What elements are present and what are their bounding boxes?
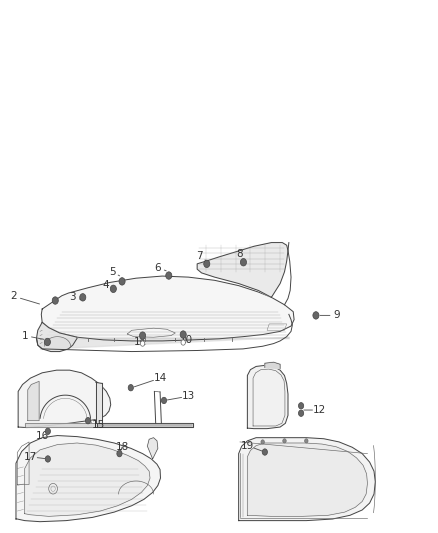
Circle shape (161, 397, 166, 403)
Circle shape (313, 312, 319, 319)
Circle shape (181, 340, 185, 345)
Circle shape (44, 338, 50, 346)
Circle shape (80, 294, 86, 301)
Text: 11: 11 (134, 337, 147, 347)
Text: 6: 6 (155, 263, 161, 272)
Text: 15: 15 (92, 420, 105, 430)
Circle shape (298, 410, 304, 416)
Circle shape (110, 285, 117, 293)
Circle shape (45, 428, 50, 434)
Polygon shape (247, 366, 288, 429)
Polygon shape (25, 443, 150, 516)
Polygon shape (25, 423, 97, 427)
Circle shape (140, 332, 146, 340)
Polygon shape (36, 322, 77, 352)
Text: 18: 18 (116, 442, 129, 452)
Text: 12: 12 (313, 405, 326, 415)
Polygon shape (148, 438, 158, 459)
Circle shape (141, 341, 145, 346)
Text: 17: 17 (24, 452, 37, 462)
Circle shape (180, 331, 186, 338)
Polygon shape (247, 443, 367, 516)
Circle shape (261, 440, 265, 444)
Circle shape (45, 456, 50, 462)
Text: 8: 8 (237, 249, 243, 259)
Circle shape (119, 278, 125, 285)
Text: 14: 14 (153, 373, 167, 383)
Text: 2: 2 (11, 291, 17, 301)
Circle shape (166, 272, 172, 279)
Text: 9: 9 (334, 310, 340, 320)
Circle shape (262, 449, 268, 455)
Circle shape (298, 402, 304, 409)
Circle shape (240, 259, 247, 266)
Text: 4: 4 (102, 280, 109, 290)
Polygon shape (97, 423, 193, 427)
Polygon shape (197, 243, 288, 297)
Circle shape (85, 417, 91, 424)
Circle shape (304, 439, 308, 443)
Polygon shape (41, 276, 294, 341)
Circle shape (283, 439, 286, 443)
Circle shape (52, 297, 58, 304)
Text: 10: 10 (180, 335, 193, 345)
Polygon shape (16, 435, 160, 522)
Polygon shape (18, 370, 111, 427)
Polygon shape (28, 381, 39, 421)
Polygon shape (239, 438, 375, 521)
Text: 16: 16 (35, 431, 49, 441)
Circle shape (117, 450, 122, 457)
Text: 13: 13 (182, 391, 195, 401)
Text: 7: 7 (196, 251, 203, 261)
Circle shape (128, 384, 134, 391)
Text: 1: 1 (21, 330, 28, 341)
Polygon shape (265, 362, 280, 368)
Circle shape (204, 260, 210, 268)
Text: 3: 3 (69, 292, 76, 302)
Text: 5: 5 (109, 267, 115, 277)
Text: 19: 19 (241, 441, 254, 451)
